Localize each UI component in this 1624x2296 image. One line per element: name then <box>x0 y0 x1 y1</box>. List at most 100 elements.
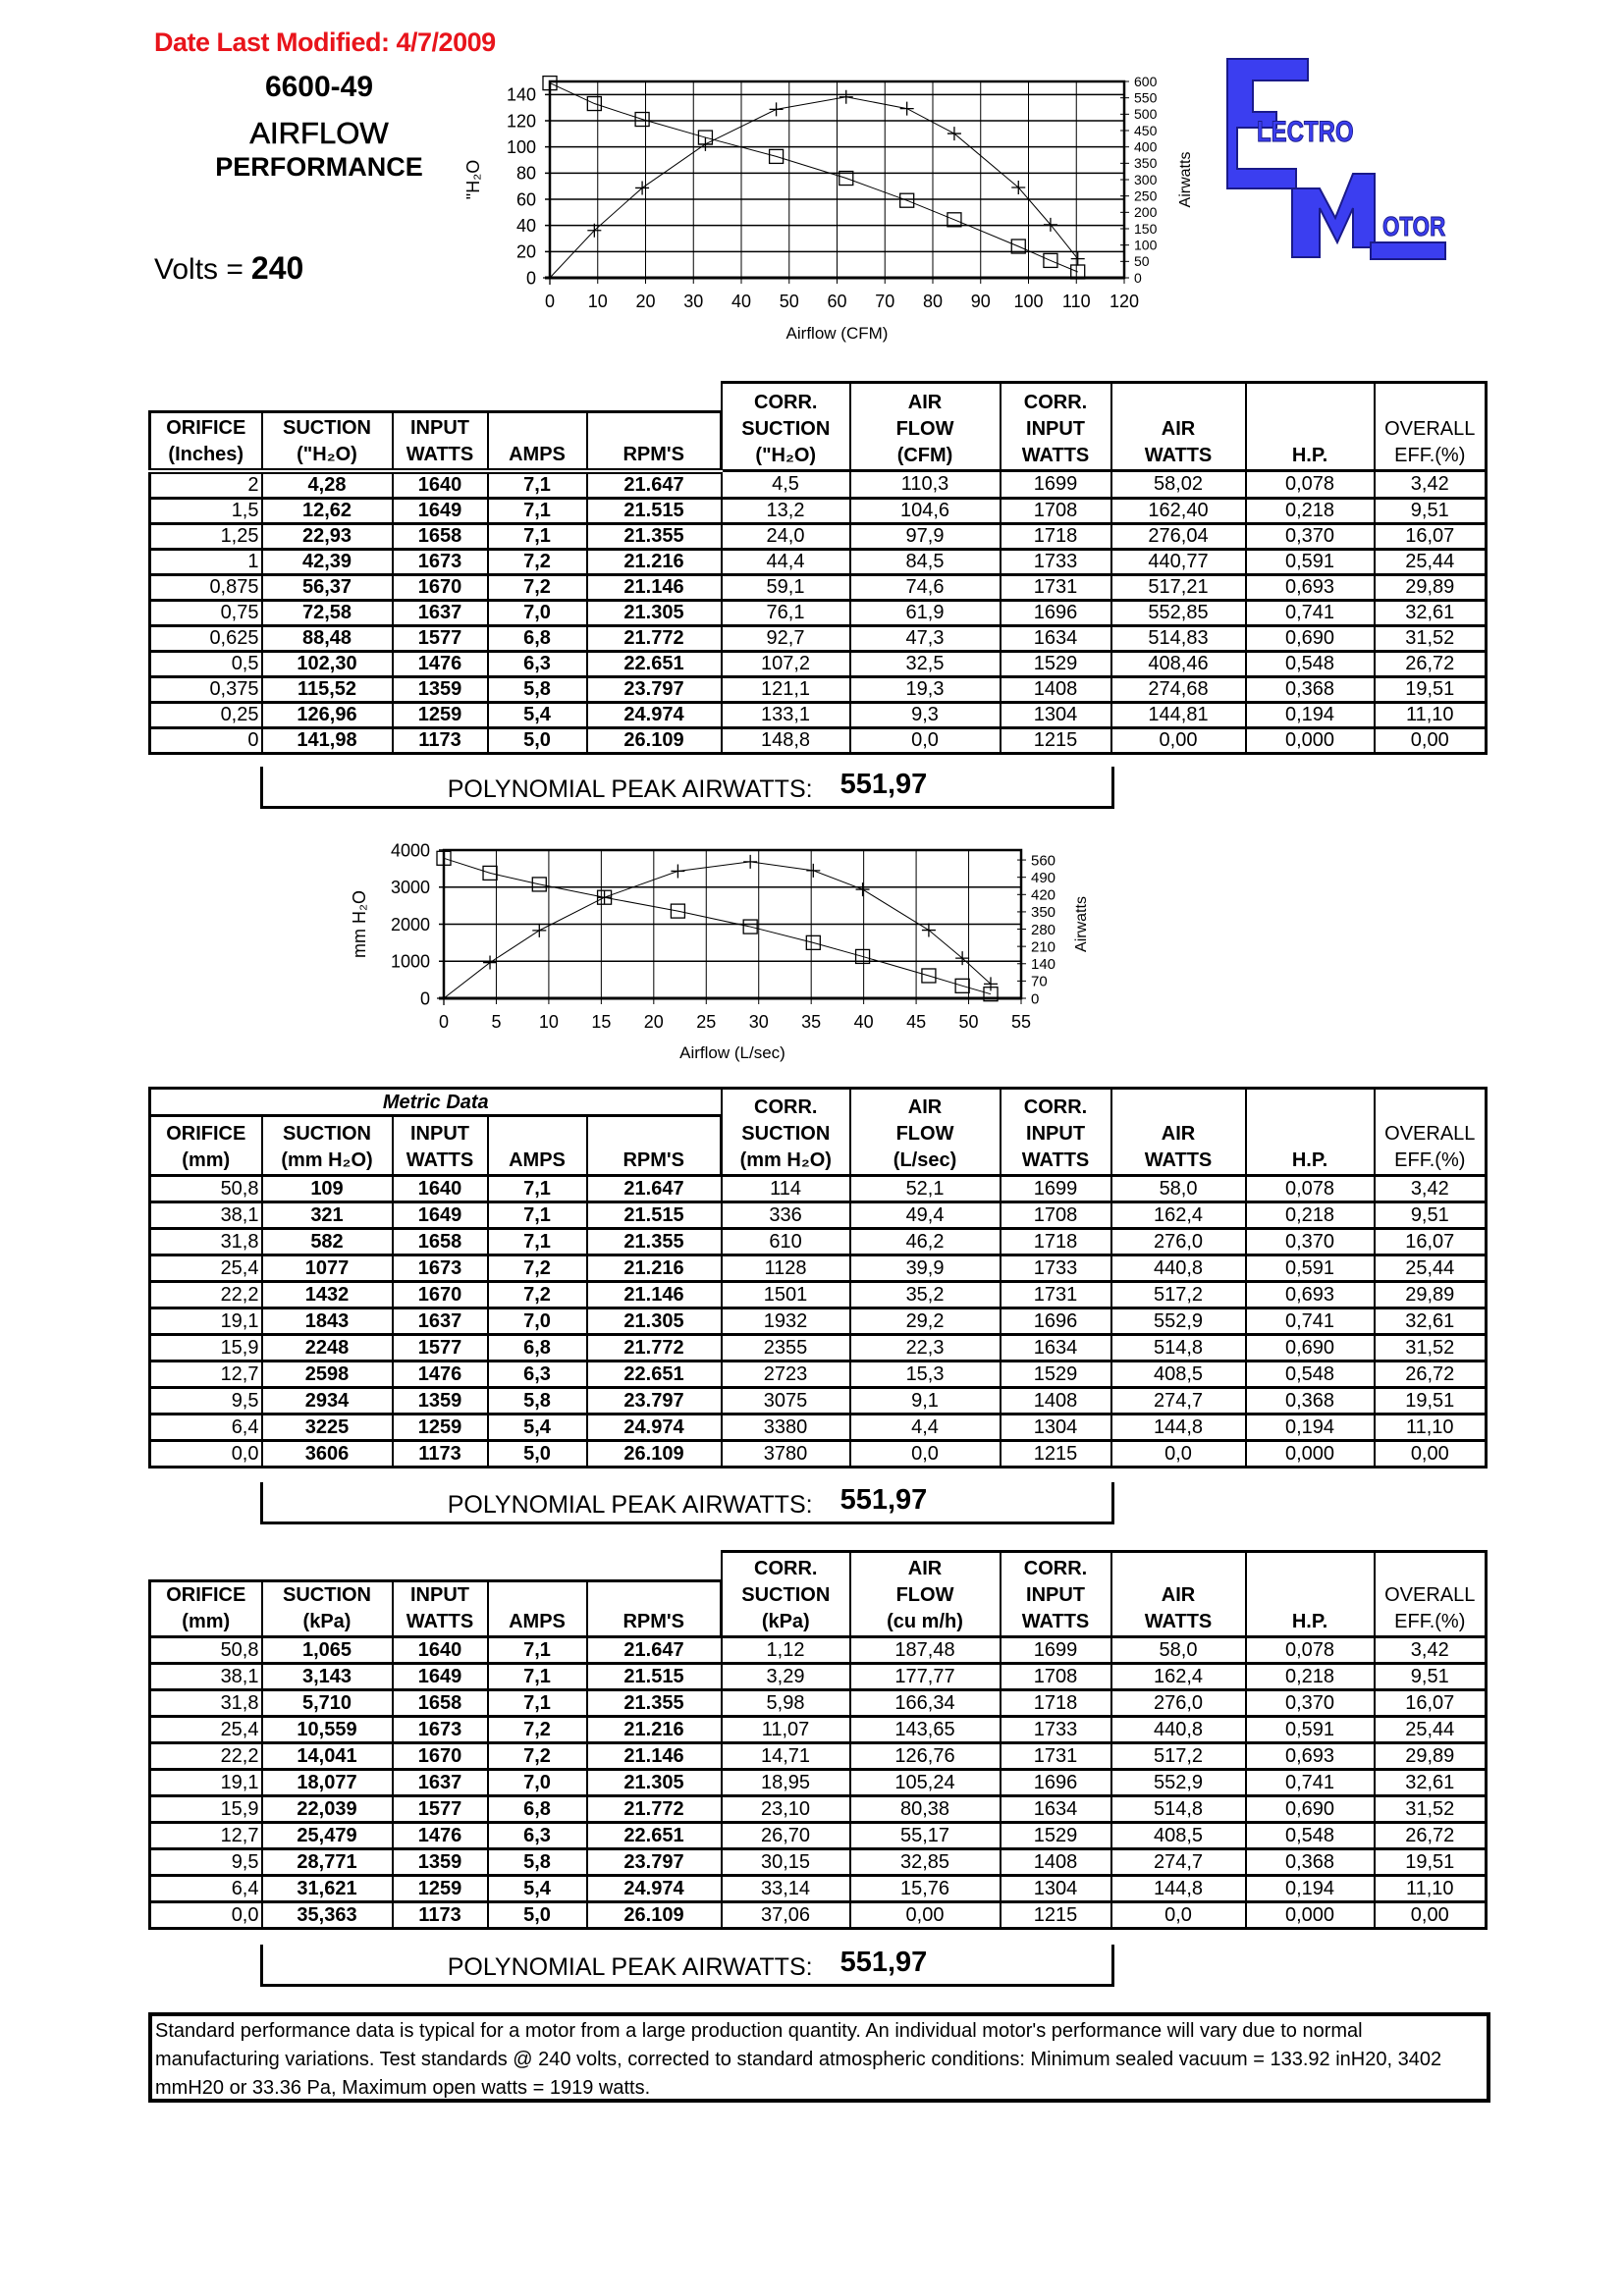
table-cell: 31,52 <box>1373 1794 1489 1824</box>
table-cell: 32,61 <box>1373 598 1489 626</box>
table-cell: 2723 <box>720 1360 851 1389</box>
table-cell: 0,00 <box>1110 725 1247 755</box>
table-cell: 97,9 <box>848 521 1001 550</box>
table-cell: 21.772 <box>585 623 723 652</box>
table-cell: 0,00 <box>848 1900 1001 1930</box>
column-header-line: SUCTION <box>283 1584 371 1606</box>
y-tick-label: 60 <box>516 189 536 209</box>
table-cell: 5,4 <box>486 700 588 728</box>
table-cell: 24.974 <box>585 1413 723 1442</box>
table-cell: 1432 <box>260 1280 394 1309</box>
airwatts-point <box>1011 180 1026 194</box>
table-cell: 0,693 <box>1244 1741 1376 1771</box>
table-cell: 7,2 <box>486 1280 588 1309</box>
table-cell: 7,2 <box>486 1741 588 1771</box>
column-header-line: WATTS <box>1021 1611 1090 1632</box>
table-cell: 9,3 <box>848 700 1001 728</box>
table-cell: 1173 <box>391 1900 489 1930</box>
x-tick-label: 90 <box>971 292 991 311</box>
table-cell: 3380 <box>720 1413 851 1442</box>
column-header-line: AIR <box>1161 1584 1196 1606</box>
table-cell: 110,3 <box>848 469 1001 499</box>
table-kpa: CORR. SUCTION (kPa) AIR FLOW (cu m/h) CORR. INP… <box>148 1550 1489 1930</box>
column-header: OVERALL EFF.(%) <box>1373 1087 1489 1177</box>
airwatts-point <box>855 882 870 897</box>
table-cell: 7,2 <box>486 1254 588 1283</box>
table-cell: 21.305 <box>585 1768 723 1797</box>
x-tick-label: 20 <box>644 1012 664 1032</box>
y-tick-label: 0 <box>420 988 430 1008</box>
table-cell: 440,77 <box>1110 547 1247 575</box>
table-cell: 23,10 <box>720 1794 851 1824</box>
suction-point <box>542 75 558 91</box>
table-cell: 440,8 <box>1110 1254 1247 1283</box>
x-tick-label: 80 <box>923 292 943 311</box>
column-header-line: OVERALL <box>1384 418 1476 440</box>
table-cell: 33,14 <box>720 1874 851 1903</box>
table-cell: 5,4 <box>486 1874 588 1903</box>
table-cell: 105,24 <box>848 1768 1001 1797</box>
column-header-line: OVERALL <box>1384 1584 1476 1606</box>
table-cell: 0,370 <box>1244 1227 1376 1256</box>
table-cell: 21.647 <box>585 1635 723 1665</box>
column-header-line: ("H₂O) <box>297 443 357 465</box>
table-cell: 18,95 <box>720 1768 851 1797</box>
table-cell: 1637 <box>391 1307 489 1336</box>
table-row: 15,9 2248 1577 6,8 21.772 2355 22,3 1634 514,8 0,… <box>148 1333 1489 1362</box>
column-header-line: INPUT <box>410 1123 469 1145</box>
table-cell: 24.974 <box>585 700 723 728</box>
column-header: AIR WATTS <box>1110 1550 1247 1638</box>
column-header-line: INPUT <box>1026 1584 1086 1606</box>
table-cell: 274,68 <box>1110 674 1247 703</box>
table-cell: 0,194 <box>1244 700 1376 728</box>
y-tick-label: 4000 <box>391 840 430 860</box>
column-header-line: INPUT <box>1026 1123 1086 1145</box>
table-cell: 76,1 <box>720 598 851 626</box>
svg-text:OTOR: OTOR <box>1382 212 1445 242</box>
y2-tick-label: 280 <box>1031 922 1056 938</box>
table-cell: 7,0 <box>486 1307 588 1336</box>
airwatts-point <box>483 955 498 970</box>
table-cell: 552,85 <box>1110 598 1247 626</box>
table-cell: 21.146 <box>585 572 723 601</box>
table-cell: 25,4 <box>148 1715 263 1744</box>
table-cell: 0,591 <box>1244 1254 1376 1283</box>
column-header: ORIFICE (mm) <box>148 1579 263 1638</box>
x-tick-label: 30 <box>683 292 703 311</box>
column-header-line: AMPS <box>509 1149 566 1171</box>
table-cell: 2355 <box>720 1333 851 1362</box>
y2-tick-label: 100 <box>1134 238 1158 253</box>
date-last-modified: Date Last Modified: 4/7/2009 <box>154 27 496 57</box>
table-cell: 517,2 <box>1110 1280 1247 1309</box>
volts-value: 240 <box>250 250 304 286</box>
table-cell: 3,42 <box>1373 1635 1489 1665</box>
table-cell: 39,9 <box>848 1254 1001 1283</box>
svg-text:LECTRO: LECTRO <box>1257 114 1354 147</box>
chart-airflow-lsec: 0 5 10 15 20 25 30 35 40 45 50 55010002000300040000… <box>350 840 1090 1062</box>
table-cell: 6,4 <box>148 1413 263 1442</box>
table-cell: 9,51 <box>1373 1662 1489 1691</box>
suction-point <box>947 212 962 228</box>
table-cell: 0,741 <box>1244 1768 1376 1797</box>
table-caption: Metric Data <box>147 1087 723 1117</box>
x-tick-label: 0 <box>439 1012 449 1032</box>
y-tick-label: 40 <box>516 216 536 236</box>
column-header: CORR. SUCTION ("H₂O) <box>720 381 851 472</box>
table-cell: 0,0 <box>848 1439 1001 1468</box>
table-cell: 0,0 <box>1110 1900 1247 1930</box>
y2-tick-label: 0 <box>1031 990 1039 1007</box>
volts-label: Volts = 240 <box>154 250 303 287</box>
column-header: CORR. INPUT WATTS <box>999 1087 1112 1177</box>
table-cell: 9,5 <box>148 1386 263 1415</box>
table-cell: 3075 <box>720 1386 851 1415</box>
table-cell: 276,0 <box>1110 1688 1247 1718</box>
table-cell: 49,4 <box>848 1201 1001 1230</box>
table-cell: 15,3 <box>848 1360 1001 1389</box>
table-metric: Metric Data CORR. SUCTION (mm H₂O) AIR FLOW (L… <box>147 1087 1489 1468</box>
table-cell: 26,72 <box>1373 1821 1489 1850</box>
table-cell: 0,00 <box>1373 1900 1489 1930</box>
table-cell: 514,83 <box>1110 623 1247 652</box>
table-cell: 1259 <box>391 700 489 728</box>
table-cell: 22.651 <box>585 649 723 677</box>
table-cell: 50,8 <box>148 1635 263 1665</box>
